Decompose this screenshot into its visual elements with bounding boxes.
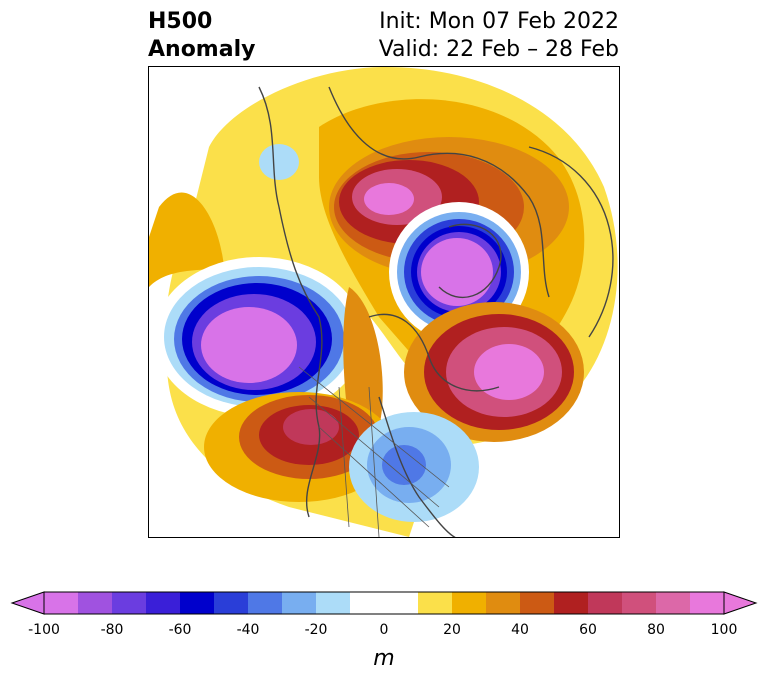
colorbar-segment xyxy=(180,592,215,614)
colorbar-segment xyxy=(44,592,79,614)
positive-atlantic-core xyxy=(474,344,544,400)
colorbar-segment xyxy=(282,592,317,614)
colorbar-segment xyxy=(214,592,249,614)
init-time: Init: Mon 07 Feb 2022 xyxy=(379,9,619,34)
title-field: Anomaly xyxy=(148,37,256,62)
colorbar-segment xyxy=(588,592,623,614)
west-orange xyxy=(149,192,224,287)
colorbar-tick-label: 60 xyxy=(579,622,597,638)
colorbar-extend-max xyxy=(723,591,758,615)
colorbar-segment xyxy=(656,592,691,614)
negative-pacific-core xyxy=(201,307,297,383)
colorbar-segment xyxy=(316,592,351,614)
colorbar-tick-label: 20 xyxy=(443,622,461,638)
negative-siberia-core xyxy=(421,238,493,306)
negative-eus-core xyxy=(382,445,426,485)
colorbar-segment xyxy=(384,592,419,614)
title-right: Init: Mon 07 Feb 2022 Valid: 22 Feb – 28… xyxy=(379,8,619,64)
colorbar-segment xyxy=(418,592,453,614)
state-borders xyxy=(298,366,450,537)
colorbar-tick-label: 80 xyxy=(647,622,665,638)
colorbar-tick-label: -100 xyxy=(28,622,60,638)
colorbar-tick-label: -40 xyxy=(236,622,260,638)
colorbar-outline xyxy=(43,591,725,615)
map-panel xyxy=(148,66,620,538)
central-positive-tongue xyxy=(343,287,383,427)
title-left: H500 Anomaly xyxy=(148,8,255,64)
colorbar-segments xyxy=(10,591,758,615)
colorbar-segment xyxy=(78,592,113,614)
colorbar-units: m xyxy=(373,646,395,671)
negative-greenland-patch xyxy=(259,144,299,180)
colorbar-tick-label: -20 xyxy=(304,622,328,638)
colorbar-segment xyxy=(690,592,725,614)
colorbar-extend-min xyxy=(10,591,45,615)
colorbar-segment xyxy=(486,592,521,614)
colorbar-segment xyxy=(554,592,589,614)
colorbar-tick-labels: -100 -80 -60 -40 -20 0 20 40 60 80 100 xyxy=(0,622,768,642)
title-variable: H500 xyxy=(148,9,213,34)
colorbar-tick-label: -60 xyxy=(168,622,192,638)
colorbar-tick-label: -80 xyxy=(100,622,124,638)
colorbar-segment xyxy=(112,592,147,614)
positive-na-core xyxy=(283,409,339,445)
colorbar-tick-label: 100 xyxy=(710,622,738,638)
colorbar-segment xyxy=(452,592,487,614)
coastlines xyxy=(258,86,614,537)
colorbar-segment xyxy=(146,592,181,614)
colorbar-segment xyxy=(350,592,385,614)
colorbar-segment xyxy=(248,592,283,614)
colorbar-segment xyxy=(520,592,555,614)
colorbar-tick-label: 40 xyxy=(511,622,529,638)
positive-center-arctic-core xyxy=(364,183,414,215)
anomaly-map xyxy=(149,67,618,537)
colorbar-tick-label: 0 xyxy=(379,622,389,638)
colorbar-segment xyxy=(622,592,657,614)
valid-range: Valid: 22 Feb – 28 Feb xyxy=(378,37,619,62)
colorbar xyxy=(10,591,758,615)
